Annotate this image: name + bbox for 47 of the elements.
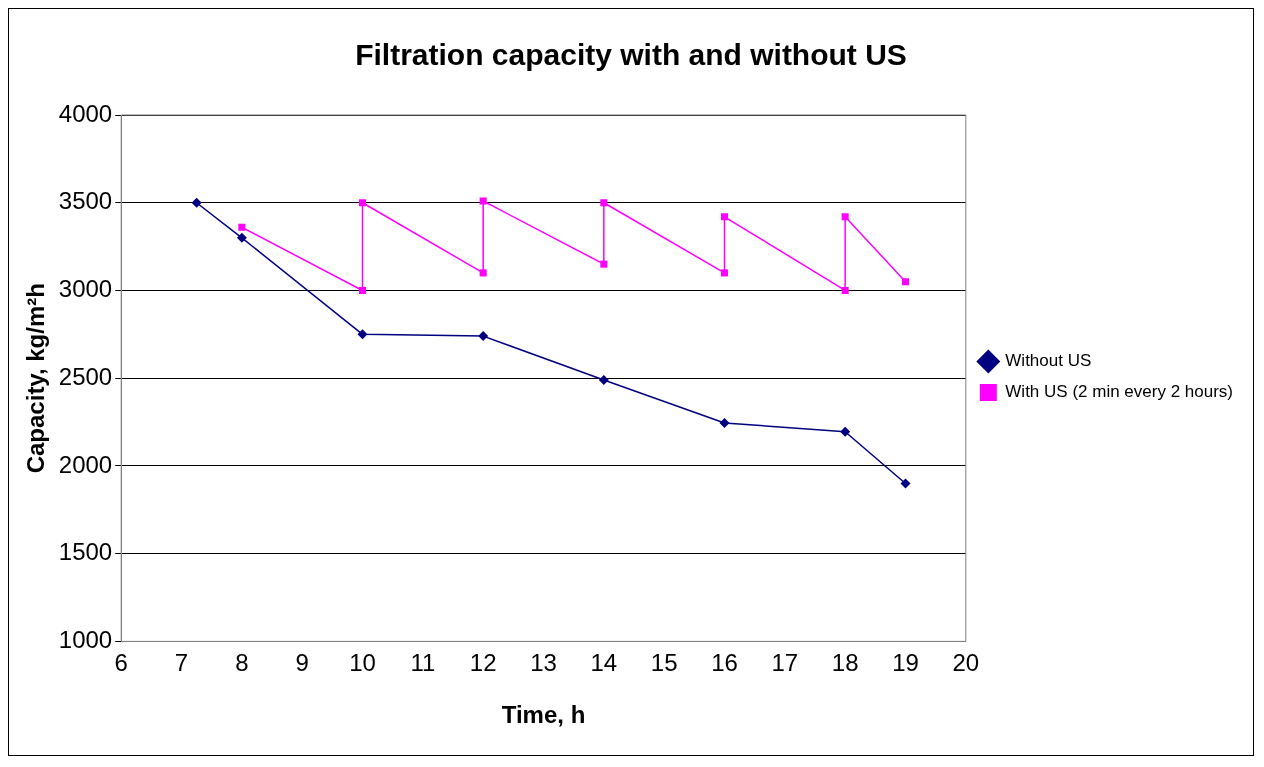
point [191,197,202,208]
y-tick-label: 2000 [58,450,113,478]
point [901,278,910,286]
x-tick-label: 7 [174,649,189,677]
point [719,417,730,428]
chart-title: Filtration capacity with and without US [355,38,907,72]
y-tick-label: 4000 [58,99,113,127]
y-tick-label: 3500 [58,187,113,215]
point [479,269,487,277]
point [900,478,911,489]
x-axis-title: Time, h [501,701,586,729]
point [358,286,367,294]
legend-label: With US (2 min every 2 hours) [1005,382,1234,402]
x-tick-label: 6 [114,649,128,677]
point [720,213,729,221]
point [236,232,247,243]
point [840,426,851,437]
y-tick-label: 3000 [58,275,113,303]
point [841,213,849,221]
point [598,374,609,385]
x-tick-label: 13 [530,649,557,677]
x-tick-label: 12 [469,649,497,677]
x-tick-label: 20 [952,649,980,677]
x-tick-label: 16 [711,649,738,677]
point [358,199,367,207]
point [720,269,729,277]
x-tick-label: 15 [650,649,678,677]
point [841,286,849,294]
x-tick-label: 14 [590,649,618,677]
y-tick-label: 1000 [58,626,113,654]
point [600,199,608,207]
x-tick-label: 11 [410,649,436,677]
y-axis-title: Capacity, kg/m²h [22,283,50,474]
x-tick-label: 10 [349,649,376,677]
point [357,329,368,340]
point [479,197,487,205]
point [238,223,246,231]
y-tick-label: 1500 [58,538,113,566]
x-tick-label: 18 [831,649,859,677]
y-tick-label: 2500 [58,362,113,390]
x-tick-label: 17 [771,649,799,677]
x-tick-label: 19 [892,649,919,677]
point [478,331,489,342]
x-tick-label: 8 [235,649,249,677]
point [600,260,608,268]
legend-label: Without US [1005,351,1092,371]
x-tick-label: 9 [295,649,309,677]
